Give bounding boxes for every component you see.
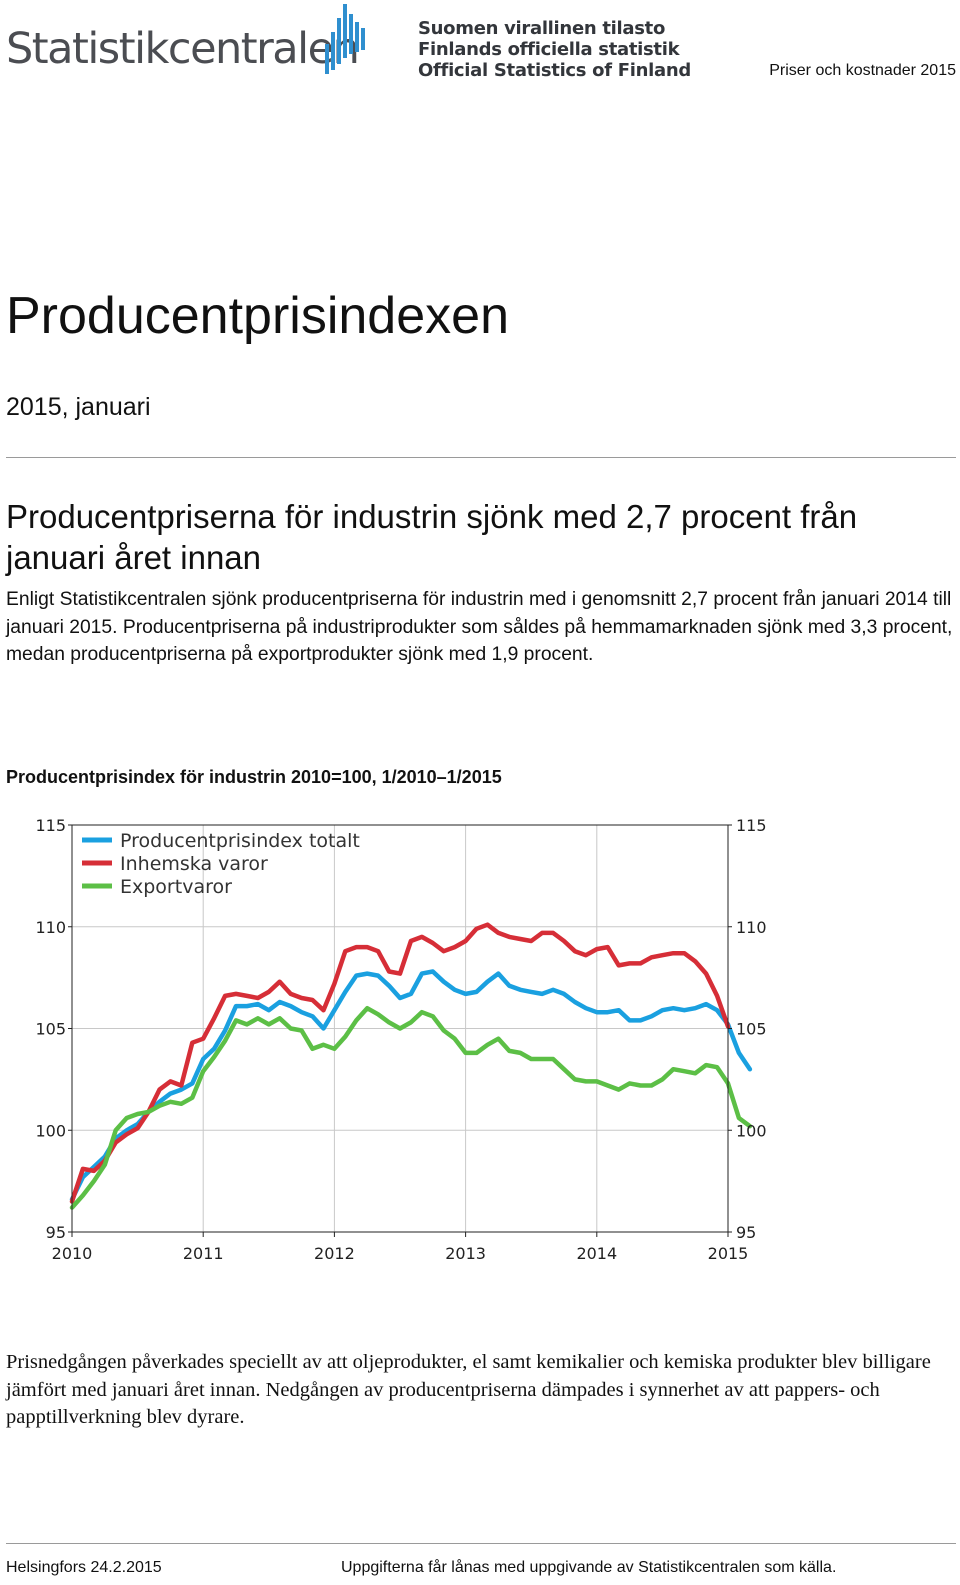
footer-credit: Uppgifterna får lånas med uppgivande av …: [341, 1559, 837, 1576]
x-tick-label-2013: 2013: [445, 1244, 486, 1263]
official-line-fi: Suomen virallinen tilasto: [418, 18, 666, 39]
logo-wordmark: Statistikcentralen: [6, 24, 360, 74]
footer-place-date: Helsingfors 24.2.2015: [6, 1559, 162, 1576]
body-paragraph: Prisnedgången påverkades speciellt av at…: [6, 1351, 931, 1428]
legend-label-2: Inhemska varor: [120, 853, 268, 875]
legend-label-3: Exportvaror: [120, 876, 232, 898]
y-tick-label-right-100: 100: [736, 1121, 767, 1140]
x-tick-label-2012: 2012: [314, 1244, 355, 1263]
logo-bars-icon: [325, 4, 365, 74]
y-tick-label-right-110: 110: [736, 918, 767, 937]
headline: Producentpriserna för industrin sjönk me…: [6, 498, 858, 576]
line-chart: 95 95 100 100 105 105 110 110 115 115 2010 2011 2012…: [35, 816, 767, 1263]
y-tick-label-left-95: 95: [46, 1223, 66, 1242]
divider-top: [6, 457, 956, 458]
series-line-1: [69, 969, 753, 1202]
official-line-sv: Finlands officiella statistik: [418, 39, 680, 60]
official-line-en: Official Statistics of Finland: [418, 60, 691, 81]
y-tick-label-right-95: 95: [736, 1223, 756, 1242]
y-tick-label-right-105: 105: [736, 1020, 767, 1039]
y-tick-label-left-115: 115: [35, 816, 66, 835]
x-tick-label-2010: 2010: [52, 1244, 93, 1263]
divider-bottom: [6, 1543, 956, 1544]
y-tick-label-left-100: 100: [35, 1121, 66, 1140]
series-line-3: [69, 1005, 753, 1210]
y-tick-label-left-110: 110: [35, 918, 66, 937]
page-header: Statistikcentralen Suomen virallinen til…: [0, 0, 960, 100]
x-tick-label-2014: 2014: [576, 1244, 617, 1263]
legend-label-1: Producentprisindex totalt: [120, 830, 360, 852]
series-line-2: [69, 922, 731, 1204]
publication-series: Priser och kostnader 2015: [769, 62, 956, 79]
x-tick-label-2011: 2011: [183, 1244, 224, 1263]
period-label: 2015, januari: [6, 393, 151, 421]
official-statistics-label: Suomen virallinen tilasto Finlands offic…: [418, 18, 691, 81]
y-tick-label-left-105: 105: [35, 1020, 66, 1039]
lead-paragraph: Enligt Statistikcentralen sjönk producen…: [6, 589, 953, 665]
y-tick-label-right-115: 115: [736, 816, 767, 835]
x-tick-label-2015: 2015: [708, 1244, 749, 1263]
page-title: Producentprisindexen: [6, 287, 509, 345]
chart-title: Producentprisindex för industrin 2010=10…: [6, 767, 502, 787]
